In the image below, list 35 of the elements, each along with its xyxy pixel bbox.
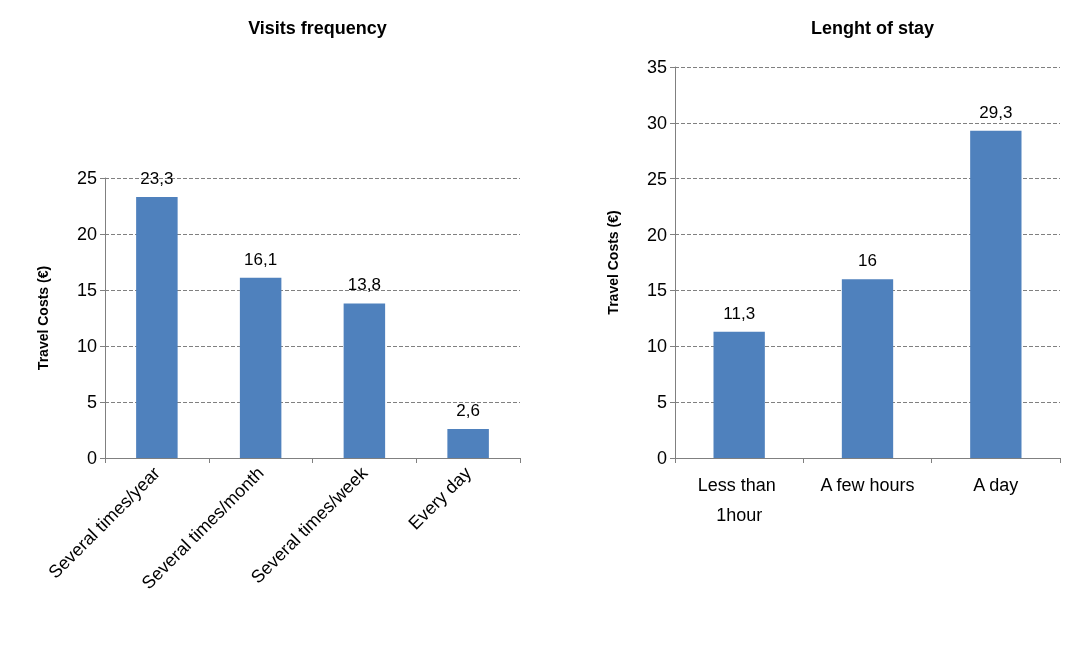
bar: [447, 428, 489, 458]
y-axis-title: Travel Costs (€): [35, 265, 51, 371]
data-label: 11,3: [723, 303, 756, 323]
y-axis-title: Travel Costs (€): [605, 210, 621, 315]
y-tick-label: 25: [76, 168, 97, 188]
chart-title: Lenght of stay: [810, 18, 935, 38]
y-tick-label: 20: [76, 224, 97, 244]
bar: [343, 303, 386, 458]
bar: [841, 279, 894, 458]
y-tick-label: 25: [646, 168, 667, 189]
data-label: 23,3: [140, 169, 174, 189]
chart-title: Visits frequency: [248, 18, 387, 38]
y-tick-label: 10: [646, 336, 667, 357]
data-label: 2,6: [456, 400, 480, 420]
bar: [239, 277, 282, 458]
data-label: 16,1: [244, 249, 278, 269]
y-tick-label: 15: [76, 280, 97, 300]
data-label: 13,8: [347, 275, 381, 295]
bar: [713, 331, 765, 458]
y-tick-label: 5: [656, 392, 667, 413]
y-tick-label: 0: [656, 448, 667, 468]
data-label: 16: [858, 251, 877, 271]
y-tick-label: 35: [646, 57, 667, 77]
y-tick-label: 5: [86, 392, 97, 412]
bar: [136, 197, 178, 458]
y-tick-label: 30: [646, 112, 667, 133]
x-tick-label: A day: [973, 475, 1019, 495]
y-tick-label: 20: [646, 224, 667, 245]
y-tick-label: 0: [86, 448, 97, 468]
bar: [970, 130, 1022, 458]
y-tick-label: 15: [646, 280, 667, 301]
x-tick-label: A few hours: [820, 475, 915, 495]
data-label: 29,3: [979, 102, 1013, 122]
y-tick-label: 10: [76, 336, 97, 356]
x-tick-label: Less than 1hour: [697, 475, 781, 525]
